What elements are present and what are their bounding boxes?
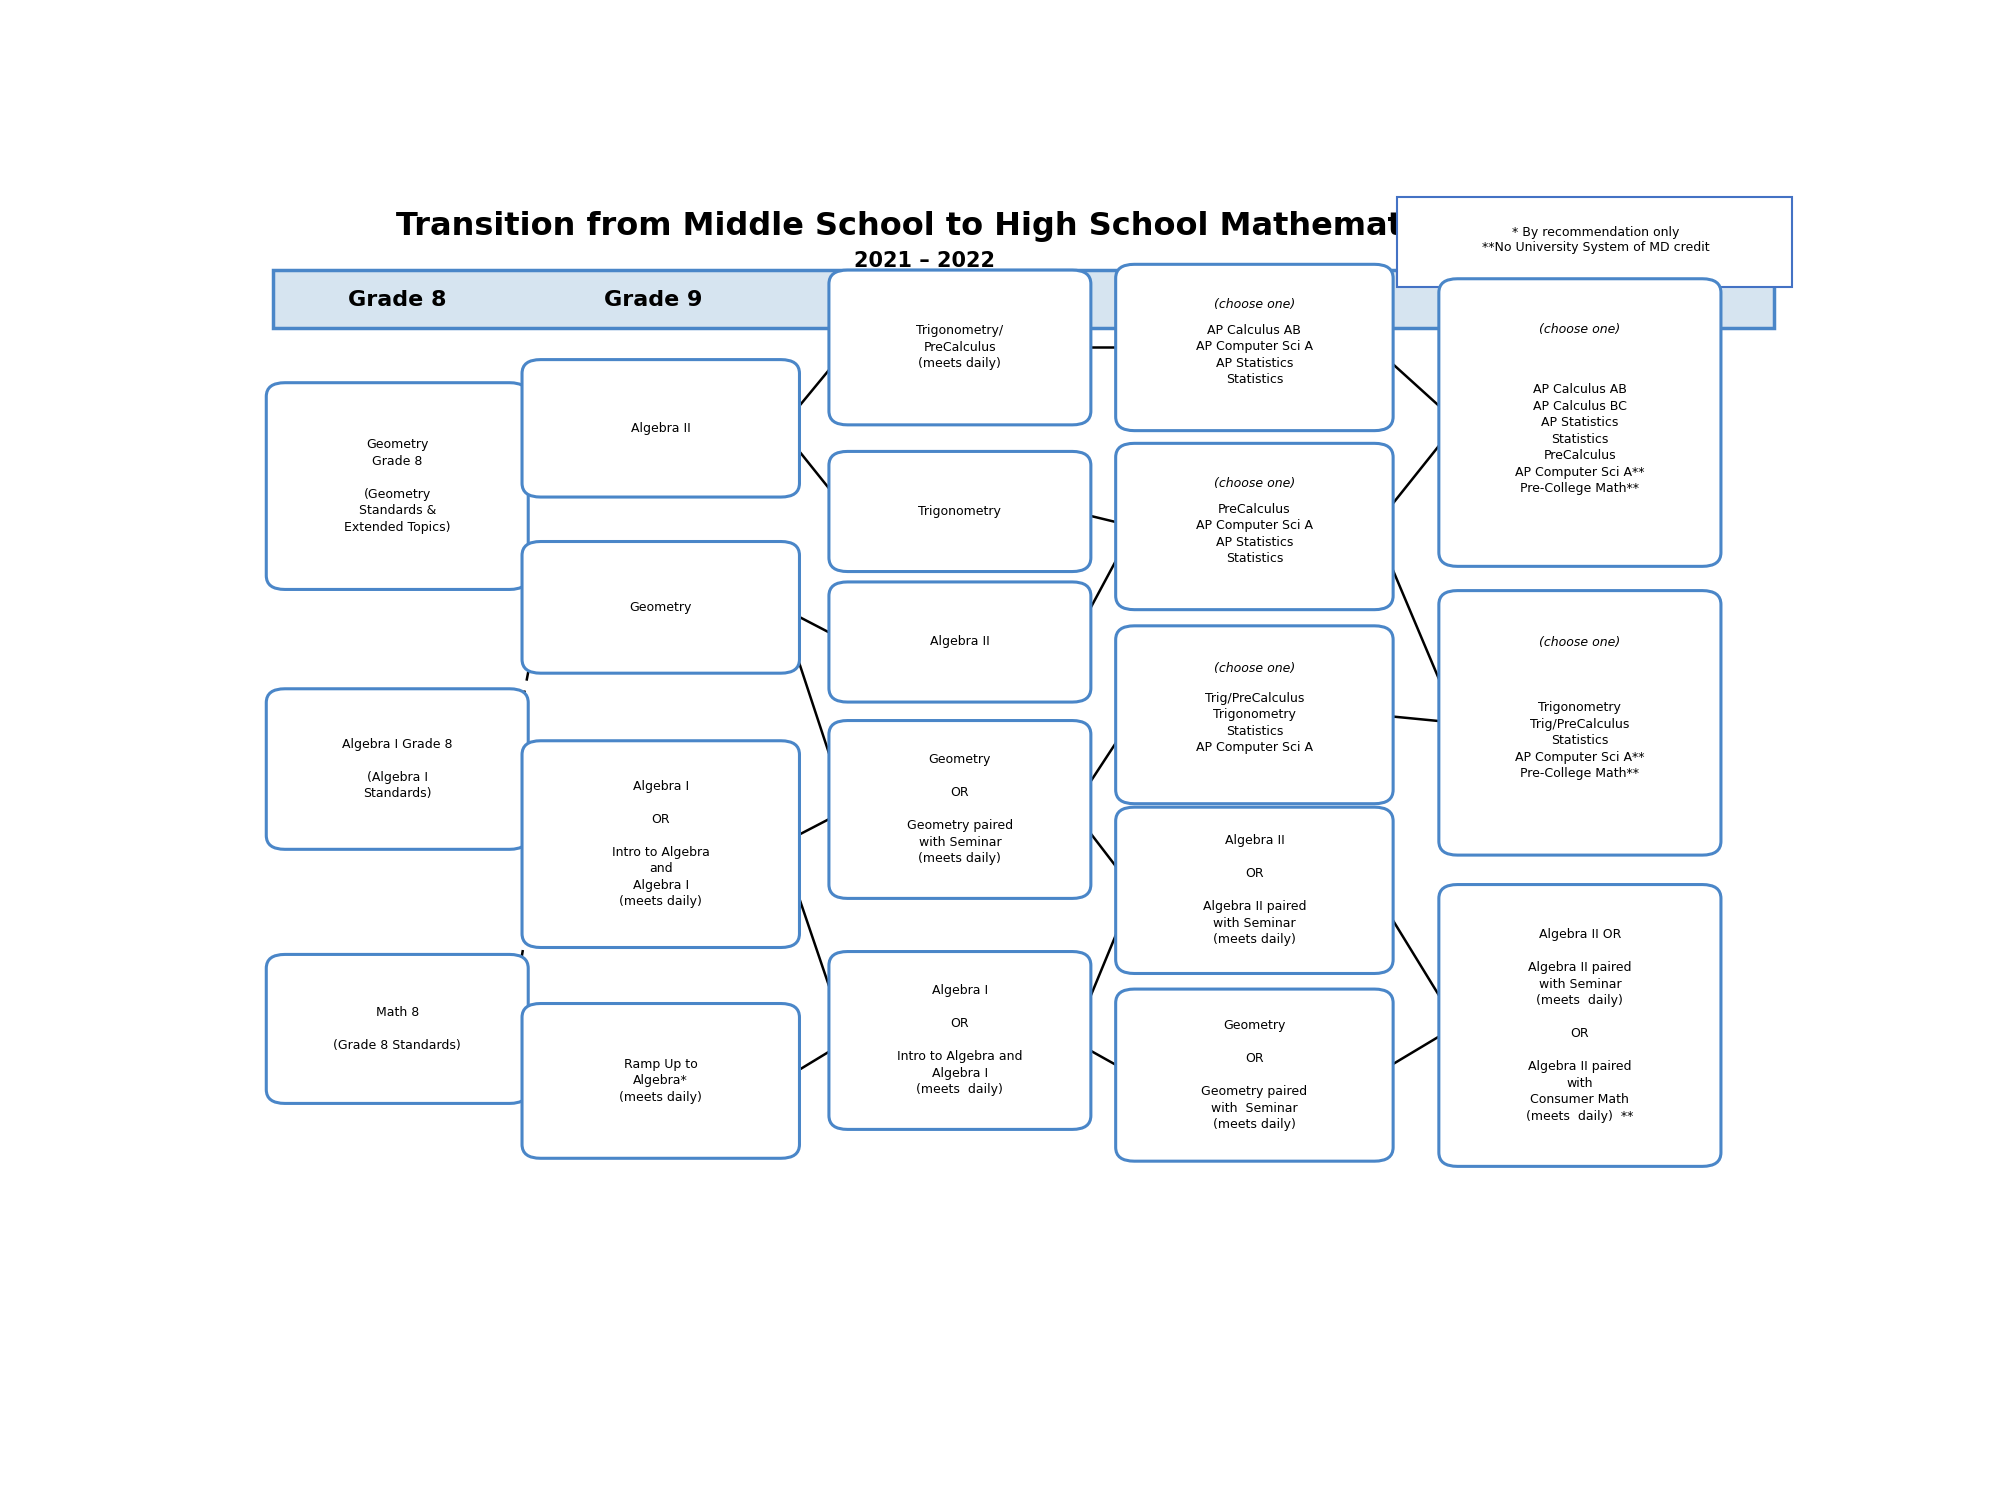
Text: Transition from Middle School to High School Mathematics: Transition from Middle School to High Sc… [396, 210, 1452, 242]
Text: (choose one): (choose one) [1540, 322, 1620, 336]
FancyBboxPatch shape [828, 452, 1090, 572]
FancyBboxPatch shape [1438, 591, 1720, 855]
Text: (choose one): (choose one) [1214, 662, 1296, 675]
Text: Algebra I

OR

Intro to Algebra
and
Algebra I
(meets daily): Algebra I OR Intro to Algebra and Algebr… [612, 780, 710, 909]
FancyBboxPatch shape [266, 954, 528, 1104]
Text: Algebra II OR

Algebra II paired
with Seminar
(meets  daily)

OR

Algebra II pai: Algebra II OR Algebra II paired with Sem… [1526, 928, 1634, 1122]
Text: 2021 – 2022: 2021 – 2022 [854, 251, 994, 272]
Text: Geometry

OR

Geometry paired
with  Seminar
(meets daily): Geometry OR Geometry paired with Seminar… [1202, 1019, 1308, 1131]
Text: * By recommendation only
**No University System of MD credit: * By recommendation only **No University… [1482, 226, 1710, 254]
Text: Math 8

(Grade 8 Standards): Math 8 (Grade 8 Standards) [334, 1007, 462, 1052]
Text: Trigonometry/
PreCalculus
(meets daily): Trigonometry/ PreCalculus (meets daily) [916, 324, 1004, 370]
Text: Trig/PreCalculus
Trigonometry
Statistics
AP Computer Sci A: Trig/PreCalculus Trigonometry Statistics… [1196, 692, 1312, 754]
Text: Algebra I

OR

Intro to Algebra and
Algebra I
(meets  daily): Algebra I OR Intro to Algebra and Algebr… [898, 984, 1022, 1096]
Text: AP Calculus AB
AP Calculus BC
AP Statistics
Statistics
PreCalculus
AP Computer S: AP Calculus AB AP Calculus BC AP Statist… [1516, 366, 1644, 495]
Text: Algebra I Grade 8

(Algebra I
Standards): Algebra I Grade 8 (Algebra I Standards) [342, 738, 452, 801]
Text: Algebra II: Algebra II [630, 422, 690, 435]
FancyBboxPatch shape [1396, 198, 1792, 288]
Text: Geometry
Grade 8

(Geometry
Standards &
Extended Topics): Geometry Grade 8 (Geometry Standards & E… [344, 438, 450, 534]
Text: Algebra II

OR

Algebra II paired
with Seminar
(meets daily): Algebra II OR Algebra II paired with Sem… [1202, 834, 1306, 946]
Text: (choose one): (choose one) [1214, 477, 1296, 490]
Text: Ramp Up to
Algebra*
(meets daily): Ramp Up to Algebra* (meets daily) [620, 1058, 702, 1104]
Text: Grade 8: Grade 8 [348, 290, 446, 309]
Text: Trigonometry: Trigonometry [918, 506, 1002, 518]
FancyBboxPatch shape [522, 1004, 800, 1158]
FancyBboxPatch shape [266, 688, 528, 849]
FancyBboxPatch shape [1116, 626, 1394, 804]
FancyBboxPatch shape [1116, 807, 1394, 974]
Text: Trigonometry
Trig/PreCalculus
Statistics
AP Computer Sci A**
Pre-College Math**: Trigonometry Trig/PreCalculus Statistics… [1516, 684, 1644, 780]
Text: Geometry

OR

Geometry paired
with Seminar
(meets daily): Geometry OR Geometry paired with Seminar… [906, 753, 1012, 865]
Text: AP Calculus AB
AP Computer Sci A
AP Statistics
Statistics: AP Calculus AB AP Computer Sci A AP Stat… [1196, 324, 1312, 387]
FancyBboxPatch shape [1438, 885, 1720, 1167]
Text: Algebra II: Algebra II [930, 636, 990, 648]
FancyBboxPatch shape [522, 360, 800, 496]
Text: Grade 12: Grade 12 [1518, 290, 1632, 309]
FancyBboxPatch shape [522, 741, 800, 948]
Text: PreCalculus
AP Computer Sci A
AP Statistics
Statistics: PreCalculus AP Computer Sci A AP Statist… [1196, 503, 1312, 566]
FancyBboxPatch shape [266, 382, 528, 590]
FancyBboxPatch shape [828, 582, 1090, 702]
Text: Geometry: Geometry [630, 602, 692, 613]
Text: (choose one): (choose one) [1214, 298, 1296, 310]
FancyBboxPatch shape [1116, 444, 1394, 609]
FancyBboxPatch shape [1116, 264, 1394, 430]
FancyBboxPatch shape [1116, 988, 1394, 1161]
Text: Grade 11: Grade 11 [1192, 290, 1306, 309]
FancyBboxPatch shape [522, 542, 800, 674]
FancyBboxPatch shape [1438, 279, 1720, 567]
FancyBboxPatch shape [828, 951, 1090, 1130]
Text: (choose one): (choose one) [1540, 636, 1620, 650]
Text: Grade 9: Grade 9 [604, 290, 702, 309]
Text: Grade 10: Grade 10 [898, 290, 1012, 309]
FancyBboxPatch shape [274, 270, 1774, 328]
FancyBboxPatch shape [828, 270, 1090, 424]
FancyBboxPatch shape [828, 720, 1090, 898]
